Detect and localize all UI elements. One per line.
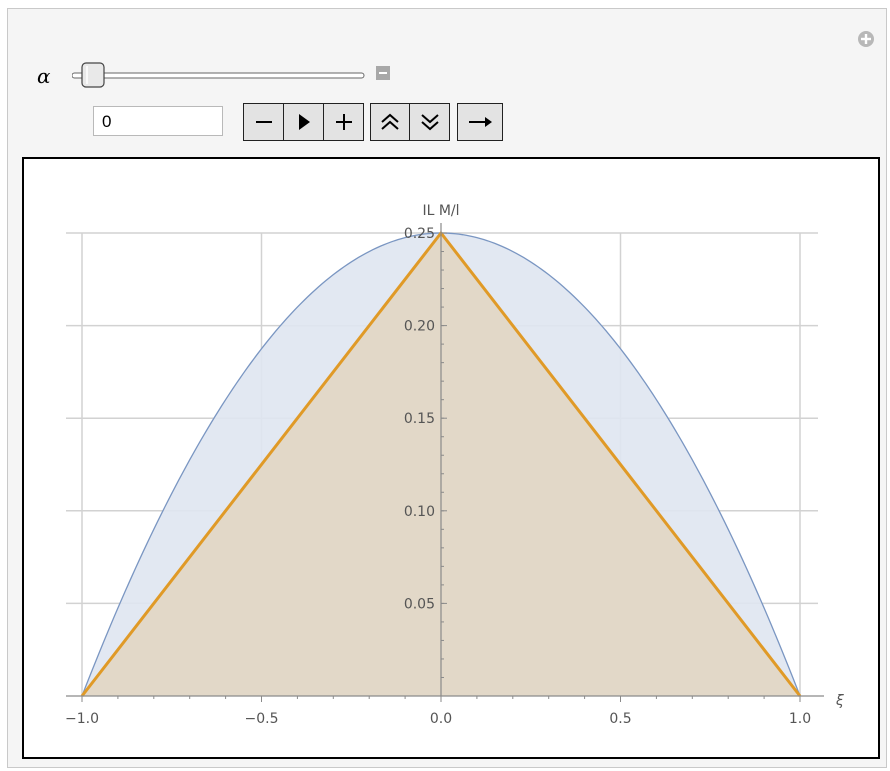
- play-icon: [298, 114, 310, 130]
- plus-icon: [335, 114, 352, 130]
- double-chevron-up-icon: [381, 113, 399, 130]
- play-button[interactable]: [283, 103, 324, 141]
- y-tick-label: 0.20: [404, 319, 435, 335]
- slider-thumb[interactable]: [81, 62, 105, 88]
- alpha-value-field[interactable]: 0: [93, 106, 223, 136]
- y-axis-label: IL M/l: [422, 203, 459, 219]
- faster-button[interactable]: [370, 103, 410, 141]
- plot-frame: −1.0 −0.5 0.0 0.5 1.0 0.05 0.10 0.15 0.20 0.25 IL …: [22, 157, 880, 759]
- x-tick-label: 0.0: [430, 711, 452, 727]
- y-tick-label: 0.05: [404, 596, 435, 612]
- parameter-label: α: [37, 64, 51, 88]
- decrement-button[interactable]: [243, 103, 284, 141]
- minus-square-icon[interactable]: [376, 66, 390, 80]
- y-tick-label: 0.10: [404, 504, 435, 520]
- x-tick-label: 1.0: [789, 711, 811, 727]
- x-tick-label: −1.0: [65, 711, 99, 727]
- minus-icon: [255, 121, 272, 123]
- slower-button[interactable]: [409, 103, 450, 141]
- double-chevron-down-icon: [420, 114, 439, 131]
- plus-circle-icon[interactable]: [857, 30, 875, 48]
- x-axis-label: ξ: [835, 693, 844, 709]
- alpha-slider[interactable]: [72, 62, 372, 88]
- influence-line-plot: −1.0 −0.5 0.0 0.5 1.0 0.05 0.10 0.15 0.20 0.25 IL …: [65, 203, 844, 727]
- direction-button[interactable]: [457, 103, 503, 141]
- x-tick-label: −0.5: [245, 711, 279, 727]
- arrow-right-icon: [469, 117, 492, 127]
- y-tick-label: 0.25: [404, 226, 435, 242]
- increment-button[interactable]: [323, 103, 364, 141]
- y-tick-label: 0.15: [404, 411, 435, 427]
- x-tick-label: 0.5: [609, 711, 631, 727]
